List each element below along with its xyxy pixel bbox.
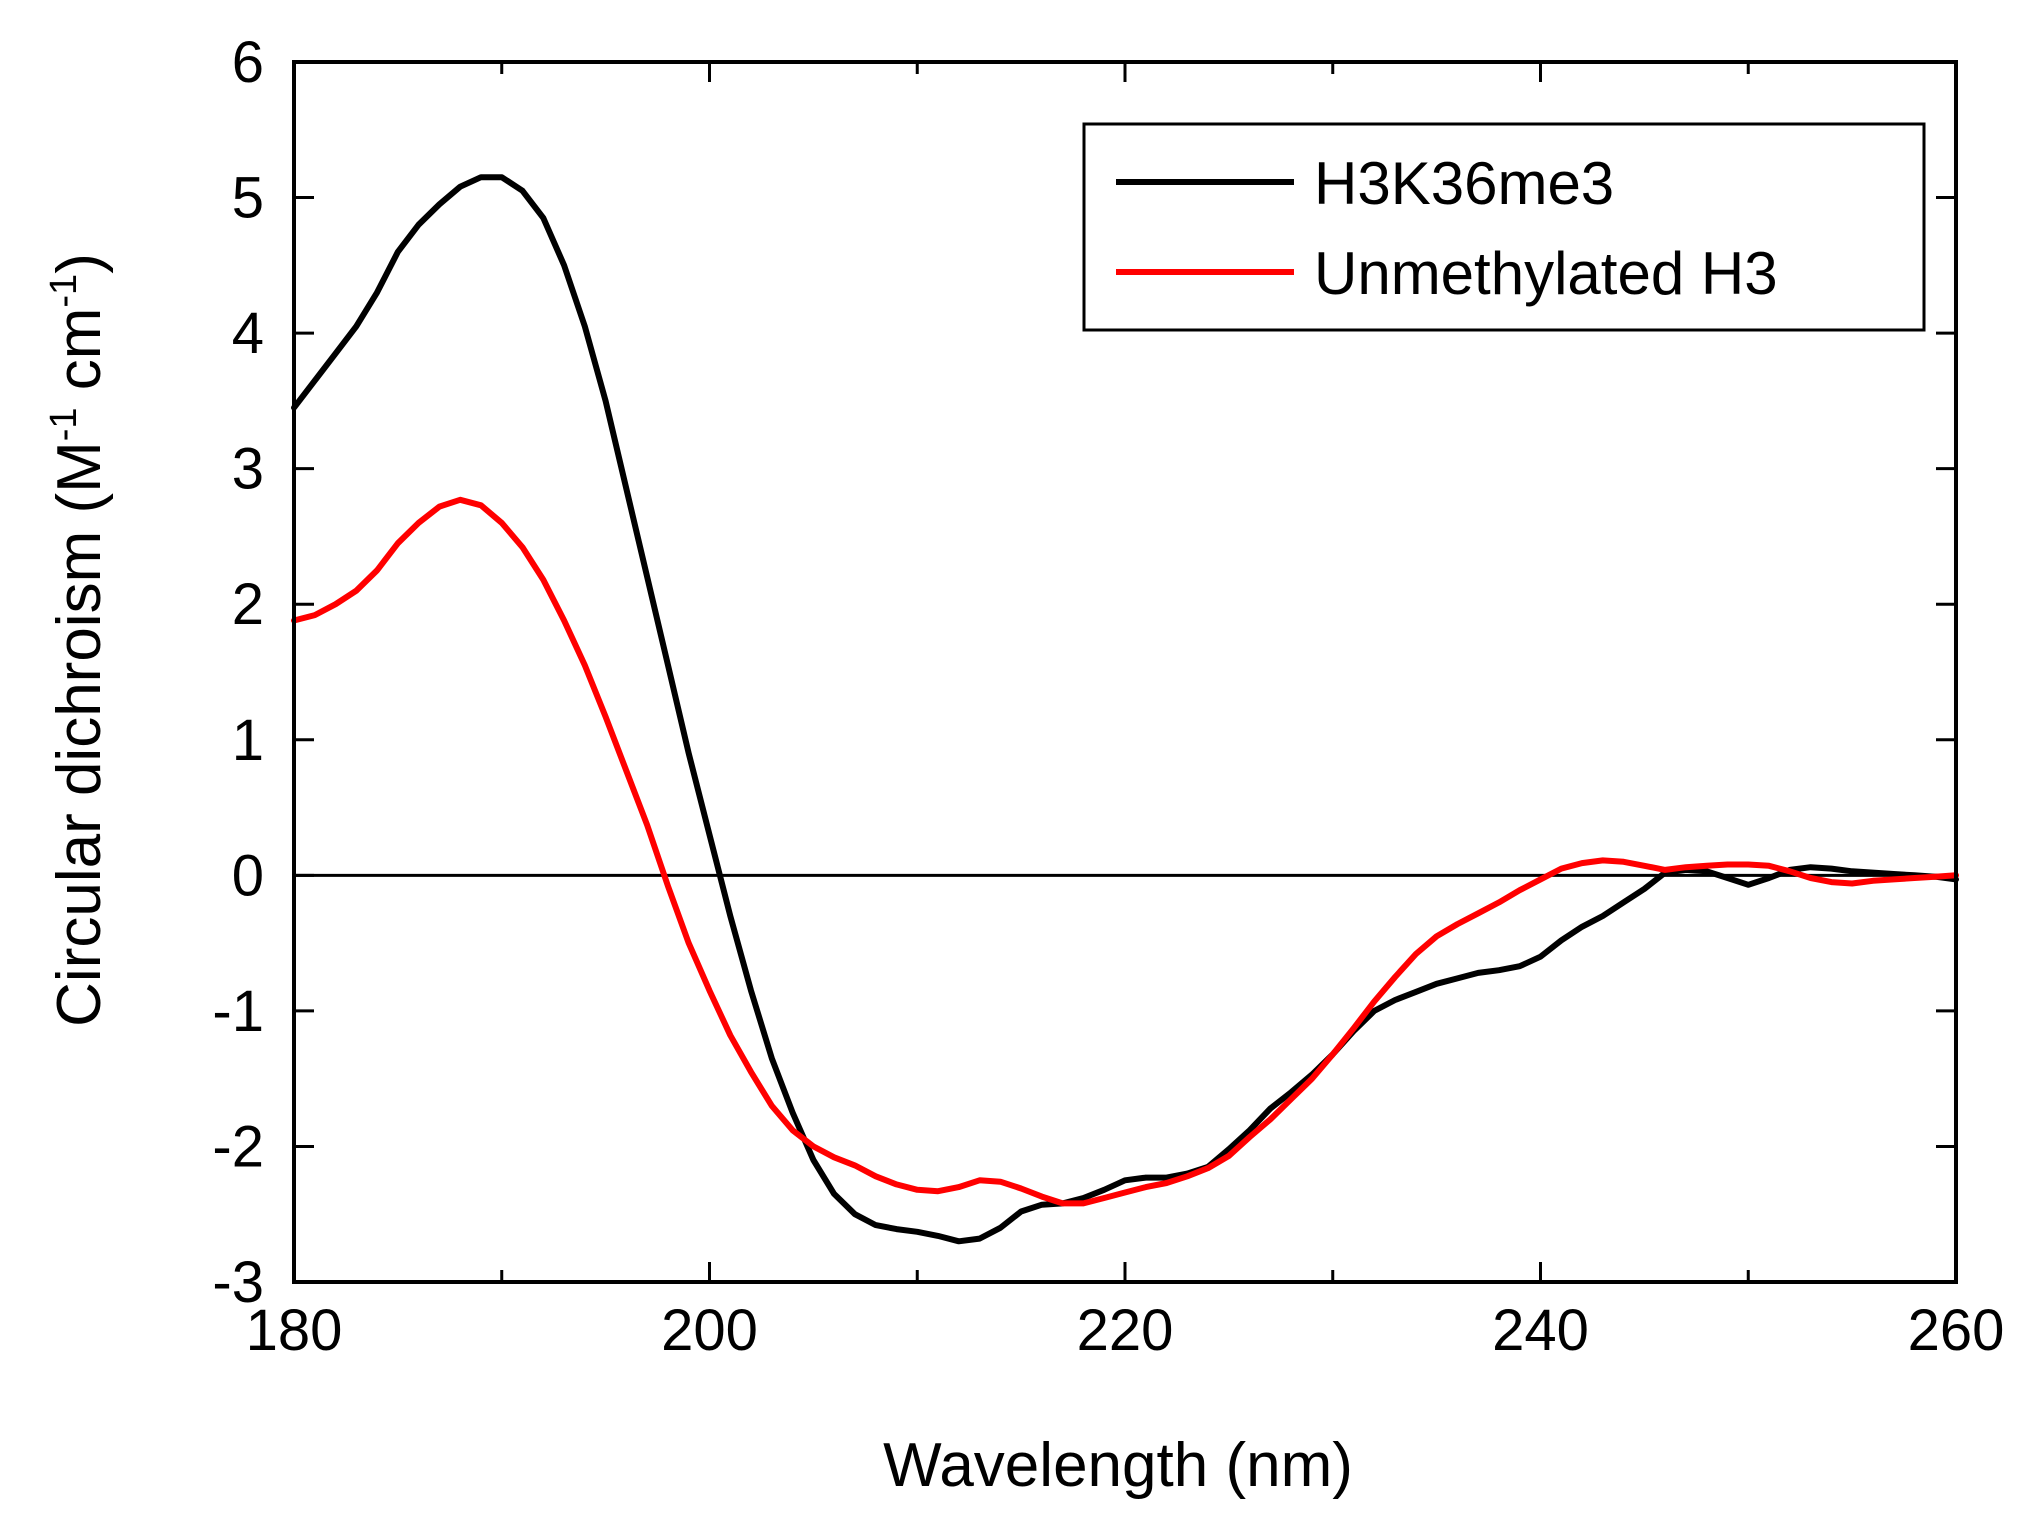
x-tick-label: 180 [246, 1298, 343, 1363]
x-axis-label: Wavelength (nm) [883, 1431, 1353, 1500]
y-tick-label: 4 [232, 301, 264, 366]
x-tick-label: 200 [661, 1298, 758, 1363]
y-axis-label-mid: cm [45, 308, 114, 408]
y-tick-label: 0 [232, 843, 264, 908]
x-tick-labels: 180 200 220 240 260 [246, 1298, 2005, 1363]
y-tick-label: 6 [232, 30, 264, 95]
x-tick-label: 220 [1077, 1298, 1174, 1363]
plot-frame [292, 60, 1958, 1284]
legend-label-h3k36me3: H3K36me3 [1314, 150, 1614, 217]
series-lines [291, 174, 1959, 1245]
y-tick-label: -3 [212, 1250, 264, 1315]
series-line-h3k36me3 [291, 174, 1959, 1245]
x-tick-label: 240 [1492, 1298, 1589, 1363]
y-tick-label: 3 [232, 437, 264, 502]
series-line-unmethylated-h3 [291, 496, 1959, 1207]
y-tick-label: 2 [232, 572, 264, 637]
y-tick-labels: -3 -2 -1 0 1 2 3 4 5 6 [212, 30, 264, 1315]
y-axis-label-main: Circular dichroism (M [45, 441, 114, 1027]
y-axis-label-sup1: -1 [43, 407, 85, 441]
legend: H3K36me3 Unmethylated H3 [1082, 122, 1926, 332]
y-tick-label: -1 [212, 979, 264, 1044]
legend-box [1082, 122, 1926, 332]
y-tick-label: 1 [232, 708, 264, 773]
y-axis-label: Circular dichroism (M-1 cm-1) [43, 253, 114, 1027]
y-tick-label: -2 [212, 1114, 264, 1179]
y-axis-label-sup2: -1 [43, 274, 85, 308]
x-tick-label: 260 [1908, 1298, 2005, 1363]
y-tick-label: 5 [232, 166, 264, 231]
legend-label-unmethylated-h3: Unmethylated H3 [1314, 240, 1778, 307]
y-axis-label-end: ) [45, 253, 114, 274]
